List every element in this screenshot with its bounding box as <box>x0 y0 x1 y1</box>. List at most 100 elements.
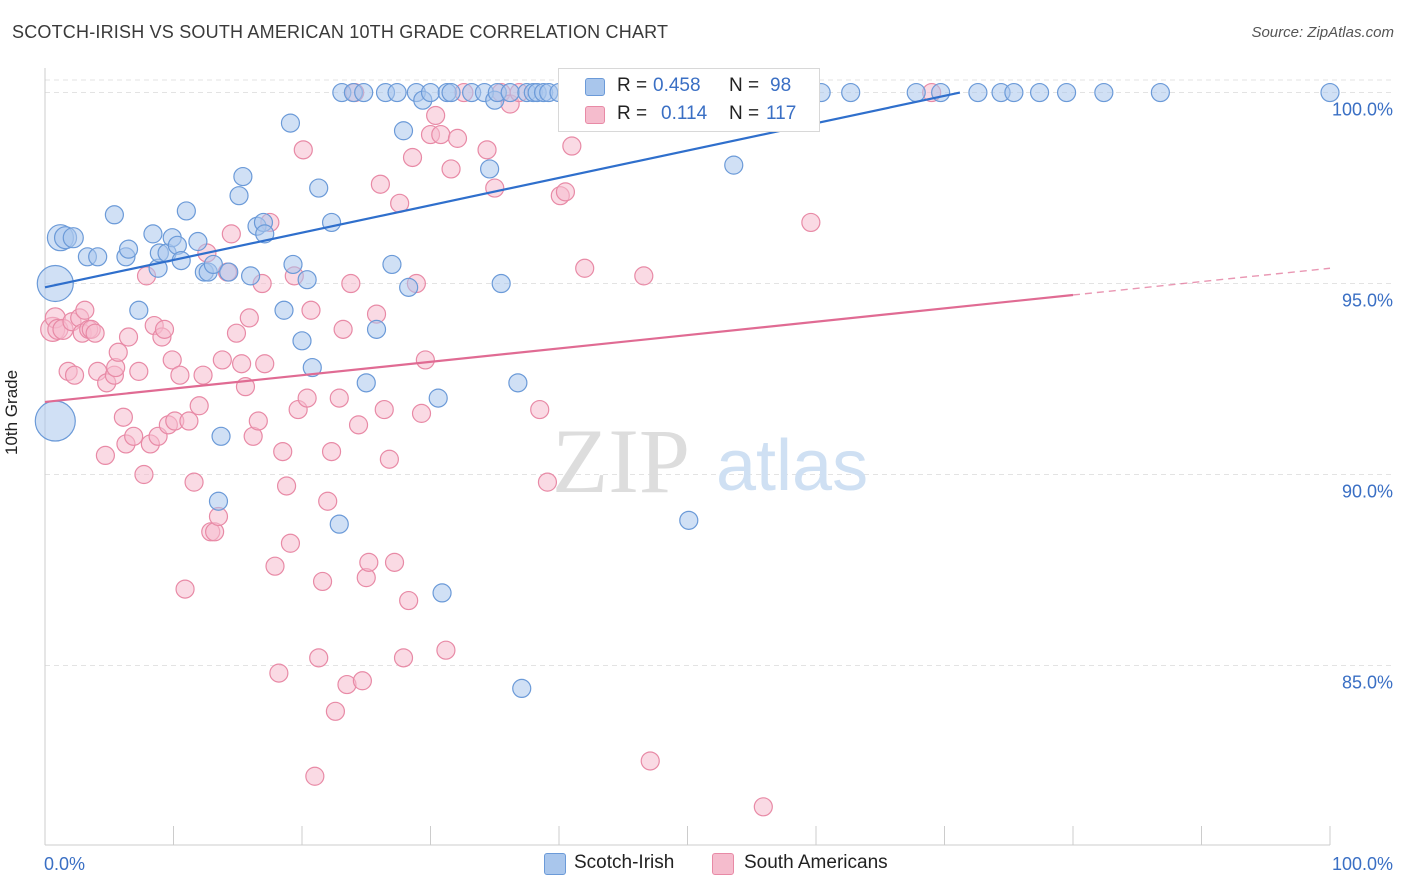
south-americans-point <box>276 476 297 496</box>
r-value: 0.114 <box>661 103 708 124</box>
scotch-irish-point <box>354 82 374 103</box>
y-tick-label: 90.0% <box>1342 482 1393 502</box>
south-americans-point <box>248 411 268 431</box>
scotch-irish-point <box>36 264 74 303</box>
source-label: Source: ZipAtlas.com <box>1251 24 1394 41</box>
scotch-irish-point <box>309 178 329 198</box>
x-tick-label: 0.0% <box>44 854 85 874</box>
scotch-irish-point <box>229 186 249 206</box>
legend-label-scotch-irish: Scotch-Irish <box>574 852 675 873</box>
south-americans-point <box>297 388 317 408</box>
south-americans-point <box>162 350 182 370</box>
scotch-irish-points <box>34 82 1340 699</box>
south-americans-point <box>239 308 259 328</box>
scotch-irish-point <box>393 121 414 141</box>
scotch-irish-point <box>88 247 108 267</box>
south-americans-point <box>95 445 115 466</box>
scotch-irish-point <box>1056 82 1077 103</box>
south-americans-point <box>634 266 654 286</box>
scotch-irish-point <box>679 510 699 530</box>
scotch-irish-point <box>432 583 452 603</box>
south-americans-point <box>333 319 353 339</box>
south-americans-point <box>441 159 461 179</box>
scotch-irish-point <box>211 426 231 446</box>
south-americans-point <box>309 648 329 668</box>
south-americans-trend-line <box>44 293 1074 404</box>
south-americans-point <box>269 663 289 683</box>
scotch-irish-point <box>104 205 124 225</box>
south-americans-point <box>370 174 390 194</box>
south-americans-point <box>399 590 419 611</box>
south-americans-point <box>341 273 361 294</box>
scotch-irish-point <box>233 166 253 187</box>
south-americans-point <box>431 124 451 145</box>
south-americans-point <box>415 350 435 370</box>
scotch-irish-point <box>203 254 223 275</box>
gridlines <box>45 79 1395 666</box>
south-americans-point <box>301 300 321 320</box>
y-tick-label: 85.0% <box>1342 672 1393 692</box>
south-americans-point <box>226 323 247 343</box>
scotch-irish-point <box>500 82 520 103</box>
stats-box: R = 0.458 N = 98 R = 0.114 N = 117 <box>558 68 820 132</box>
south-americans-point <box>447 128 468 148</box>
scotch-irish-point <box>188 231 208 252</box>
scotch-irish-point <box>1150 82 1170 103</box>
scotch-irish-point <box>387 82 407 103</box>
scotch-irish-point <box>274 300 294 320</box>
scotch-irish-point <box>219 262 239 282</box>
scotch-irish-point <box>420 82 441 103</box>
south-americans-point <box>273 441 293 462</box>
axes <box>44 68 1331 846</box>
south-americans-point <box>179 411 199 431</box>
south-americans-point <box>293 140 313 160</box>
scotch-irish-point <box>1320 82 1340 103</box>
scotch-irish-point <box>1004 82 1024 103</box>
y-tick-label: 100.0% <box>1332 100 1393 120</box>
stats-swatch-pink <box>585 106 605 124</box>
legend-swatch-scotch-irish <box>544 853 566 875</box>
south-americans-point <box>221 224 241 244</box>
south-americans-point <box>184 472 204 492</box>
south-americans-point <box>477 140 497 160</box>
south-americans-point <box>555 182 576 202</box>
scotch-irish-point <box>441 82 461 103</box>
scotch-irish-point <box>356 373 376 393</box>
scotch-irish-point <box>297 270 317 290</box>
south-americans-point <box>393 648 414 668</box>
scotch-irish-point <box>491 273 511 294</box>
south-americans-point <box>318 491 338 511</box>
south-americans-point <box>134 464 154 485</box>
scotch-irish-point <box>255 224 275 244</box>
scotch-irish-point <box>118 239 139 259</box>
scotch-irish-point <box>428 388 448 408</box>
scotch-irish-point <box>34 400 76 442</box>
south-americans-point <box>379 449 399 469</box>
south-americans-point <box>129 361 149 381</box>
south-americans-point <box>321 441 342 462</box>
south-americans-point <box>64 365 85 385</box>
south-americans-point <box>801 212 821 233</box>
south-americans-point <box>359 552 379 572</box>
scotch-irish-point <box>143 224 163 244</box>
y-tick-label: 95.0% <box>1342 291 1393 311</box>
south-americans-point <box>640 751 660 771</box>
stats-swatch-blue <box>585 78 605 96</box>
x-tick-labels: 0.0% 100.0% <box>44 854 1393 874</box>
scotch-irish-point <box>280 113 301 133</box>
scotch-irish-point <box>1029 82 1050 103</box>
south-americans-point <box>384 552 405 572</box>
south-americans-point <box>193 365 213 385</box>
scotch-irish-point <box>906 82 926 103</box>
scotch-irish-point <box>382 254 402 275</box>
south-americans-point <box>402 147 423 168</box>
scotch-irish-point <box>399 277 419 297</box>
south-americans-point <box>312 571 333 592</box>
x-tick-label: 100.0% <box>1332 854 1393 874</box>
n-label: N = <box>729 103 760 124</box>
n-label: N = <box>729 75 760 96</box>
chart-title: SCOTCH-IRISH VS SOUTH AMERICAN 10TH GRAD… <box>12 22 669 42</box>
scotch-irish-point <box>508 373 528 393</box>
south-americans-point <box>265 556 285 576</box>
